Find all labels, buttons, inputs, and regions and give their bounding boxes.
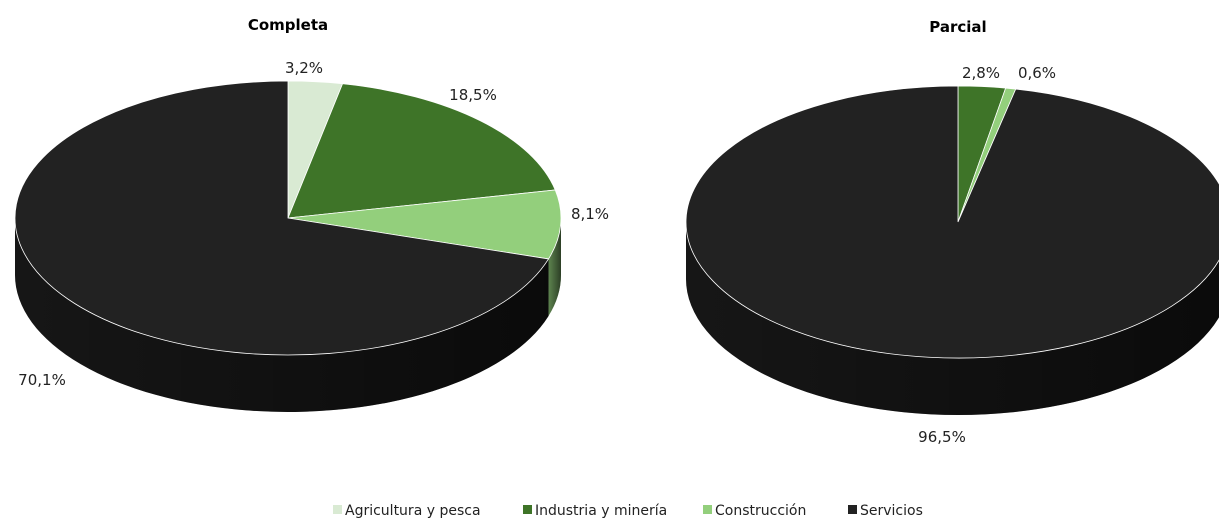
pie-side-servicios-shade [686, 222, 1219, 415]
legend: Agricultura y pesca Industria y minería Co… [333, 503, 923, 519]
data-label-construccion: 8,1% [571, 205, 609, 223]
pie-parcial-slices: 2,8% 0,6% 96,5% [685, 64, 1219, 446]
legend-swatch-industria-y-mineria [523, 505, 532, 514]
pie-slice-industria-y-mineria [287, 83, 556, 219]
data-label-agricultura-y-pesca: 3,2% [285, 59, 323, 77]
pie-side-servicios-shade [14, 218, 549, 412]
pie-slice-construccion [287, 189, 562, 260]
pie-chart-parcial: Parcial 2,8% 0,6% 96,5% [685, 18, 1219, 446]
data-label-industria-y-mineria: 2,8% [962, 64, 1000, 82]
legend-swatch-construccion [703, 505, 712, 514]
chart-title-parcial: Parcial [929, 18, 986, 36]
pie-slice-servicios [685, 85, 1219, 359]
legend-label-agricultura-y-pesca: Agricultura y pesca [345, 503, 481, 519]
legend-swatch-servicios [848, 505, 857, 514]
chart-title-completa: Completa [248, 16, 328, 34]
data-label-servicios: 70,1% [18, 371, 66, 389]
legend-label-industria-y-mineria: Industria y minería [535, 503, 667, 519]
pie-slice-servicios [14, 80, 550, 356]
legend-label-construccion: Construcción [715, 503, 806, 519]
data-label-servicios: 96,5% [918, 428, 966, 446]
pie-side-construccion-shade [548, 218, 561, 316]
pie-chart-completa: Completa 3,2% 18,5% 8,1% 70,1% [14, 16, 609, 412]
legend-swatch-agricultura-y-pesca [333, 505, 342, 514]
data-label-construccion: 0,6% [1018, 64, 1056, 82]
data-label-industria-y-mineria: 18,5% [449, 86, 497, 104]
pie-completa-slices: 3,2% 18,5% 8,1% 70,1% [14, 59, 609, 412]
legend-label-servicios: Servicios [860, 503, 923, 519]
